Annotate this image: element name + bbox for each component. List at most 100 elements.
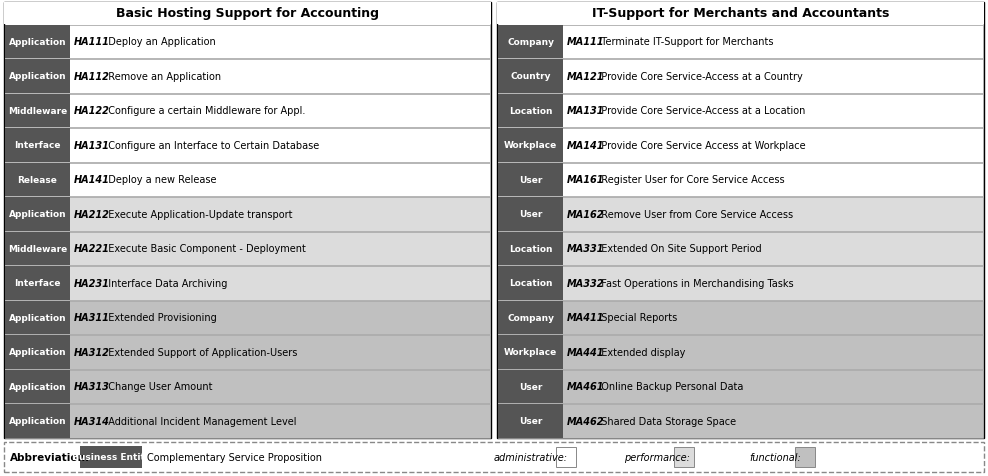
Text: Workplace: Workplace — [504, 141, 557, 150]
Text: Configure a certain Middleware for Appl.: Configure a certain Middleware for Appl. — [102, 106, 305, 116]
Text: HA112: HA112 — [74, 71, 110, 81]
Bar — [5, 335, 490, 369]
Bar — [497, 3, 984, 438]
Text: MA131: MA131 — [567, 106, 605, 116]
Bar — [498, 129, 563, 162]
Bar — [498, 94, 563, 128]
Text: Company: Company — [507, 38, 554, 47]
Bar — [5, 163, 70, 197]
Text: performance:: performance: — [624, 452, 690, 462]
Text: User: User — [519, 210, 542, 219]
Text: HA131: HA131 — [74, 140, 110, 150]
Text: HA141: HA141 — [74, 175, 110, 185]
Bar — [5, 404, 70, 437]
Bar — [5, 60, 70, 93]
Text: User: User — [519, 175, 542, 184]
Text: Interface: Interface — [14, 278, 60, 288]
Text: HA311: HA311 — [74, 313, 110, 323]
Text: Application: Application — [9, 313, 66, 322]
Bar — [5, 335, 70, 369]
Bar — [498, 129, 983, 162]
Text: Special Reports: Special Reports — [595, 313, 677, 323]
Bar — [498, 301, 983, 334]
Text: Location: Location — [509, 278, 552, 288]
Bar — [5, 94, 490, 128]
Bar — [5, 25, 70, 59]
Bar — [498, 335, 563, 369]
Bar — [5, 94, 70, 128]
Text: Application: Application — [9, 416, 66, 426]
Text: Middleware: Middleware — [8, 107, 67, 116]
Bar — [498, 94, 983, 128]
Text: MA411: MA411 — [567, 313, 605, 323]
Text: MA111: MA111 — [567, 37, 605, 47]
Text: MA331: MA331 — [567, 244, 605, 254]
Bar — [498, 370, 563, 403]
Text: Company: Company — [507, 313, 554, 322]
Text: HA111: HA111 — [74, 37, 110, 47]
Bar — [498, 198, 983, 231]
Bar — [5, 370, 70, 403]
Text: Fast Operations in Merchandising Tasks: Fast Operations in Merchandising Tasks — [595, 278, 793, 288]
Text: Workplace: Workplace — [504, 347, 557, 357]
Text: Interface Data Archiving: Interface Data Archiving — [102, 278, 227, 288]
Text: HA313: HA313 — [74, 381, 110, 391]
Text: Extended display: Extended display — [595, 347, 686, 357]
Text: Execute Basic Component - Deployment: Execute Basic Component - Deployment — [102, 244, 306, 254]
Bar — [674, 447, 694, 467]
Bar — [498, 232, 563, 266]
Bar — [498, 301, 563, 334]
Bar — [5, 198, 490, 231]
Bar — [4, 3, 491, 25]
Text: HA122: HA122 — [74, 106, 110, 116]
Bar — [497, 3, 984, 25]
Text: Application: Application — [9, 38, 66, 47]
Bar — [498, 267, 563, 300]
Text: User: User — [519, 416, 542, 426]
Text: Terminate IT-Support for Merchants: Terminate IT-Support for Merchants — [595, 37, 774, 47]
Text: Extended Provisioning: Extended Provisioning — [102, 313, 216, 323]
Text: Remove User from Core Service Access: Remove User from Core Service Access — [595, 209, 793, 219]
Bar — [5, 129, 70, 162]
Text: Provide Core Service-Access at a Location: Provide Core Service-Access at a Locatio… — [595, 106, 805, 116]
Bar — [498, 370, 983, 403]
Text: Release: Release — [18, 175, 57, 184]
Text: Change User Amount: Change User Amount — [102, 381, 212, 391]
Bar — [5, 301, 490, 334]
Bar — [80, 446, 142, 468]
Bar — [498, 232, 983, 266]
Text: functional:: functional: — [749, 452, 800, 462]
Text: Register User for Core Service Access: Register User for Core Service Access — [595, 175, 784, 185]
Text: MA121: MA121 — [567, 71, 605, 81]
Bar — [5, 267, 70, 300]
Text: Configure an Interface to Certain Database: Configure an Interface to Certain Databa… — [102, 140, 319, 150]
Bar — [5, 404, 490, 437]
Bar — [498, 404, 563, 437]
Text: Middleware: Middleware — [8, 244, 67, 253]
Bar — [556, 447, 576, 467]
Text: Additional Incident Management Level: Additional Incident Management Level — [102, 416, 296, 426]
Text: MA141: MA141 — [567, 140, 605, 150]
Bar — [5, 25, 490, 59]
Text: HA312: HA312 — [74, 347, 110, 357]
Bar — [498, 404, 983, 437]
Text: IT-Support for Merchants and Accountants: IT-Support for Merchants and Accountants — [592, 8, 889, 20]
Text: HA221: HA221 — [74, 244, 110, 254]
Text: Online Backup Personal Data: Online Backup Personal Data — [595, 381, 743, 391]
Text: MA462: MA462 — [567, 416, 605, 426]
Bar — [498, 25, 983, 59]
Text: Execute Application-Update transport: Execute Application-Update transport — [102, 209, 292, 219]
Text: MA441: MA441 — [567, 347, 605, 357]
Bar — [4, 442, 984, 472]
Text: HA212: HA212 — [74, 209, 110, 219]
Bar — [5, 267, 490, 300]
Text: Extended On Site Support Period: Extended On Site Support Period — [595, 244, 762, 254]
Bar — [795, 447, 815, 467]
Text: MA161: MA161 — [567, 175, 605, 185]
Text: Deploy an Application: Deploy an Application — [102, 37, 215, 47]
Text: Location: Location — [509, 244, 552, 253]
Text: Application: Application — [9, 382, 66, 391]
Text: Application: Application — [9, 72, 66, 81]
Text: Location: Location — [509, 107, 552, 116]
Text: MA332: MA332 — [567, 278, 605, 288]
